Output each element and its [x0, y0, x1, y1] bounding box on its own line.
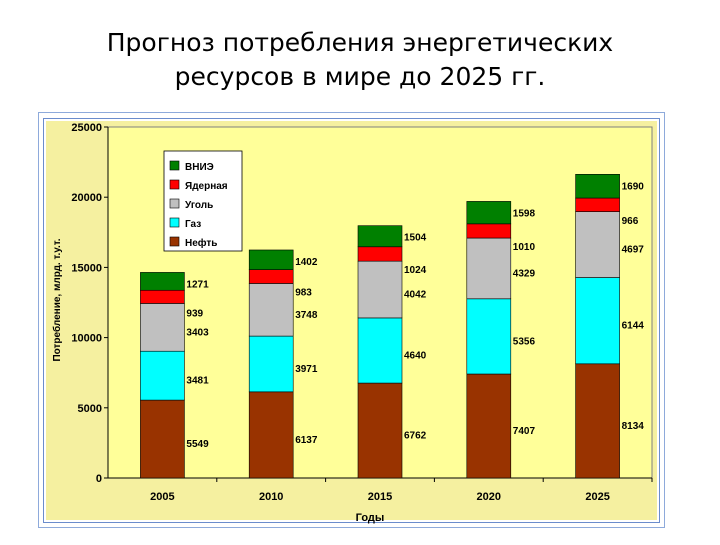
- bar-segment: [248, 269, 294, 284]
- legend-swatch: [169, 198, 180, 209]
- bar-segment: [575, 211, 620, 278]
- data-label: 1402: [295, 257, 318, 268]
- x-axis-title: Годы: [356, 512, 385, 524]
- x-tick-label: 2025: [585, 491, 609, 503]
- y-tick-label: 25000: [71, 122, 102, 134]
- legend-label: Ядерная: [185, 181, 228, 192]
- data-label: 1010: [513, 242, 536, 253]
- data-label: 939: [186, 308, 203, 319]
- data-label: 3481: [186, 376, 209, 387]
- bar-segment: [466, 223, 512, 239]
- bar-segment: [248, 283, 294, 337]
- legend-swatch: [169, 179, 180, 190]
- bar-segment: [140, 303, 185, 352]
- data-label: 8134: [622, 421, 645, 432]
- data-label: 1271: [186, 279, 209, 290]
- bar-segment: [466, 237, 512, 300]
- legend-label: Газ: [185, 219, 201, 230]
- bar-segment: [466, 373, 512, 479]
- x-tick-label: 2015: [368, 491, 392, 503]
- data-label: 1024: [404, 265, 427, 276]
- data-label: 4329: [513, 268, 536, 279]
- bar-segment: [575, 277, 620, 365]
- y-axis-title: Потребление, млрд. т.у.т.: [51, 238, 63, 361]
- data-label: 966: [622, 216, 639, 227]
- data-label: 3403: [186, 327, 209, 338]
- y-tick-label: 5000: [78, 403, 102, 415]
- data-label: 7407: [513, 426, 536, 437]
- legend-label: Уголь: [185, 200, 213, 211]
- bar-segment: [466, 298, 512, 375]
- bar-segment: [575, 174, 620, 199]
- bar-segment: [357, 225, 403, 248]
- data-label: 5549: [186, 439, 209, 450]
- data-label: 3748: [295, 310, 318, 321]
- x-tick-label: 2005: [150, 491, 174, 503]
- bar-segment: [357, 317, 403, 384]
- data-label: 1598: [513, 208, 536, 219]
- bar-segment: [575, 197, 620, 212]
- data-label: 4042: [404, 290, 427, 301]
- bar-segment: [140, 350, 185, 401]
- legend-swatch: [169, 236, 180, 247]
- y-tick-label: 15000: [71, 262, 102, 274]
- y-tick-label: 20000: [71, 192, 102, 204]
- data-label: 3971: [295, 364, 318, 375]
- data-label: 4697: [622, 245, 645, 256]
- data-label: 1504: [404, 233, 427, 244]
- data-label: 983: [295, 288, 312, 299]
- bar-segment: [357, 382, 403, 479]
- y-tick-label: 10000: [71, 333, 102, 345]
- bar-segment: [140, 272, 185, 291]
- data-label: 6144: [622, 321, 645, 332]
- slide-title-line-2: ресурсов в мире до 2025 гг.: [174, 62, 546, 91]
- bar-segment: [466, 201, 512, 225]
- legend-swatch: [169, 217, 180, 228]
- bar-segment: [140, 399, 185, 479]
- slide-title-line-1: Прогноз потребления энергетических: [106, 28, 614, 57]
- legend-label: Нефть: [185, 237, 217, 249]
- bar-segment: [140, 289, 185, 304]
- data-label: 6762: [404, 431, 427, 442]
- bar-segment: [357, 260, 403, 319]
- legend-swatch: [169, 160, 180, 171]
- x-tick-label: 2020: [477, 491, 501, 503]
- legend-label: ВНИЭ: [185, 162, 214, 173]
- bar-segment: [248, 335, 294, 393]
- slide-title: Прогноз потребления энергетических ресур…: [0, 26, 720, 94]
- data-label: 1690: [622, 181, 645, 192]
- data-label: 6137: [295, 435, 318, 446]
- bar-segment: [575, 363, 620, 479]
- bar-segment: [248, 391, 294, 479]
- data-label: 4640: [404, 350, 427, 361]
- x-tick-label: 2010: [259, 491, 283, 503]
- data-label: 5356: [513, 336, 536, 347]
- y-tick-label: 0: [96, 473, 102, 485]
- bar-segment: [248, 249, 294, 270]
- bar-segment: [357, 246, 403, 262]
